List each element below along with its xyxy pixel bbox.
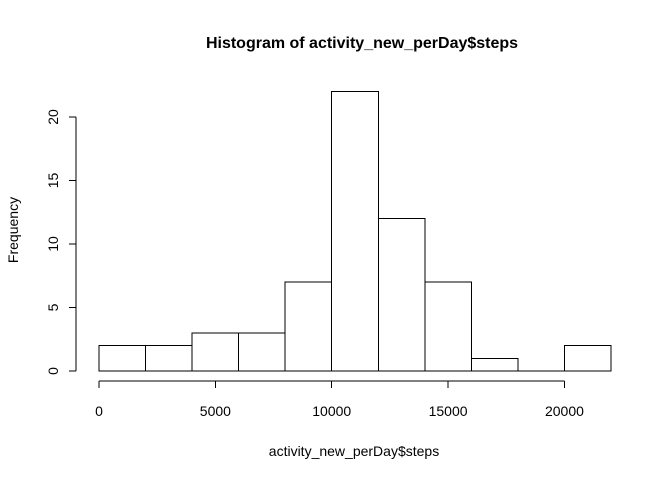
y-tick-label: 10 xyxy=(45,236,61,252)
x-axis-label: activity_new_perDay$steps xyxy=(269,443,439,459)
histogram-bar xyxy=(191,332,240,372)
x-tick-label: 10000 xyxy=(312,403,351,419)
y-tick-label: 20 xyxy=(45,109,61,125)
histogram-bar xyxy=(331,91,379,372)
chart-title: Histogram of activity_new_perDay$steps xyxy=(206,35,518,52)
histogram-bar xyxy=(98,345,147,372)
histogram-bar xyxy=(284,281,333,372)
y-tick-label: 5 xyxy=(45,303,61,311)
x-tick-label: 15000 xyxy=(429,403,468,419)
y-tick-label: 0 xyxy=(45,367,61,375)
histogram-bar xyxy=(145,345,193,372)
x-tick-label: 20000 xyxy=(545,403,584,419)
histogram-bar xyxy=(470,357,519,372)
x-axis: 0 5000 10000 15000 20000 xyxy=(95,380,584,419)
y-tick-label: 15 xyxy=(45,173,61,189)
x-tick-label: 0 xyxy=(95,403,103,419)
histogram-bar xyxy=(377,218,426,372)
x-tick-label: 5000 xyxy=(200,403,231,419)
histogram-bar xyxy=(563,345,612,372)
bars-group xyxy=(98,91,612,372)
histogram-bar xyxy=(238,332,286,372)
y-axis: 0 5 10 15 20 xyxy=(45,109,77,375)
y-axis-label: Frequency xyxy=(5,197,21,263)
histogram-bar xyxy=(424,281,472,372)
